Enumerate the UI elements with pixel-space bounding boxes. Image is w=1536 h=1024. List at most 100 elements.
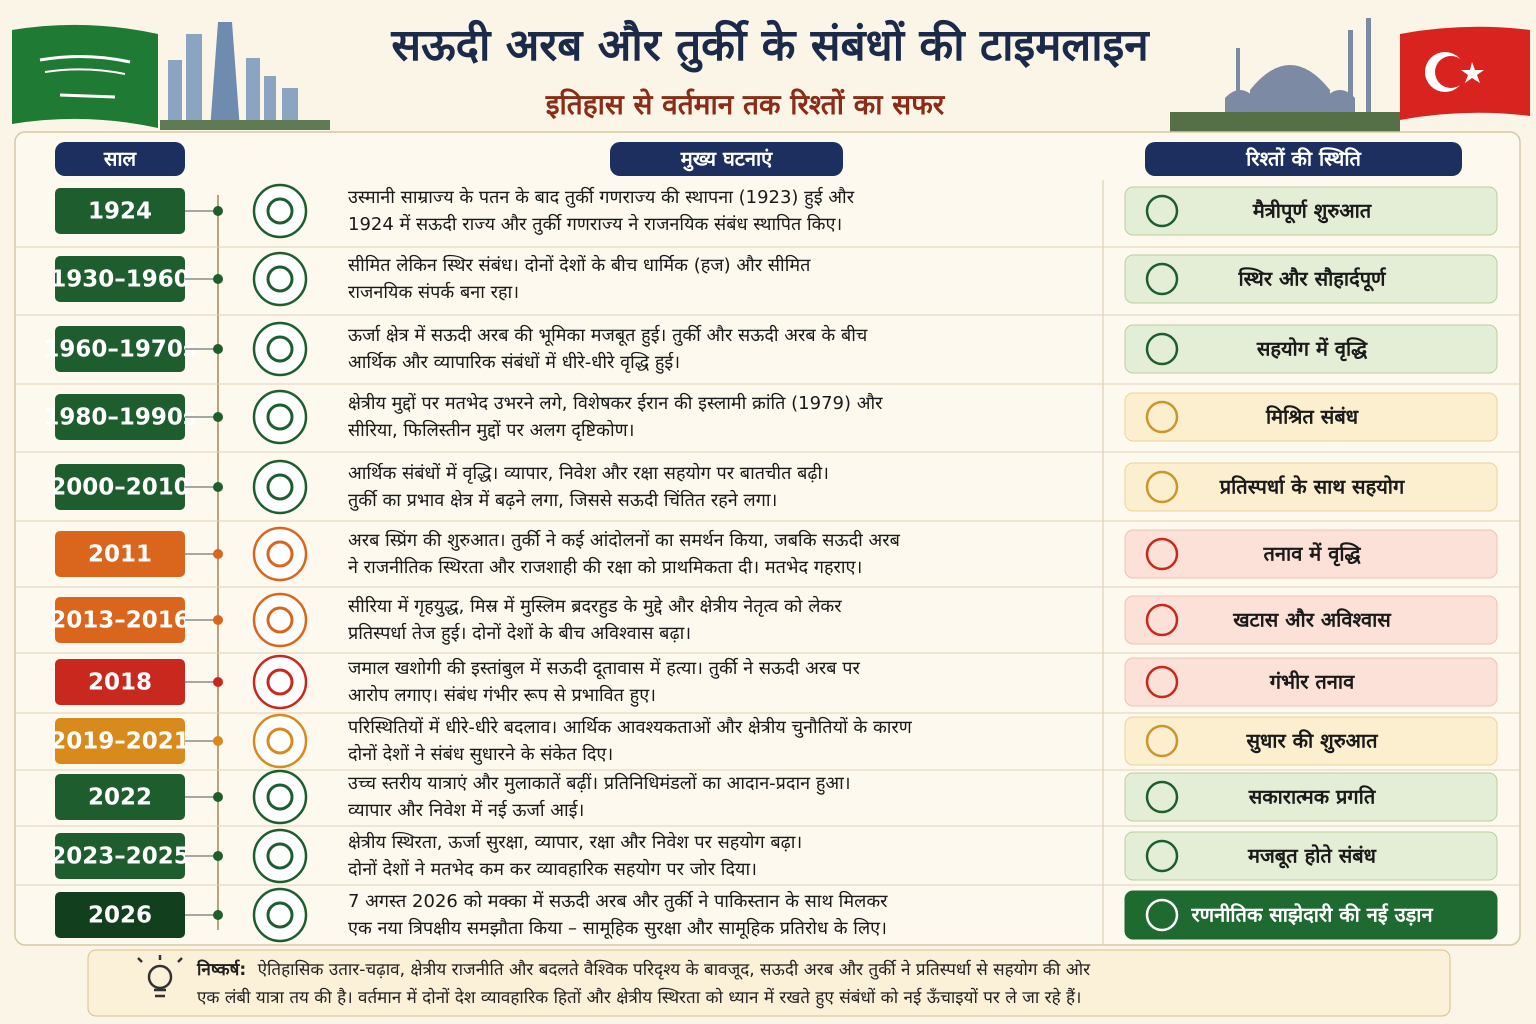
status-icon (1145, 332, 1179, 366)
event-icon (252, 321, 308, 377)
event-icon-glyph (266, 540, 294, 568)
year-badge (55, 774, 185, 820)
event-icon-glyph (266, 727, 294, 755)
event-icon (252, 713, 308, 769)
event-icon (252, 592, 308, 648)
year: 1960–1970s (43, 337, 196, 363)
timeline-row: 1980–1990s क्षेत्रीय मुद्दों पर मतभेद उभर… (15, 383, 1520, 445)
event-icon (252, 769, 308, 825)
status-box (1124, 657, 1498, 707)
timeline-dot (213, 274, 223, 284)
event-text: आर्थिक और व्यापारिक संबंधों में धीरे-धीर… (348, 351, 680, 374)
status-box (1124, 716, 1498, 766)
year: 2023–2025 (50, 844, 190, 870)
event-icon-glyph (266, 783, 294, 811)
event-text: 1924 में सऊदी राज्य और तुर्की गणराज्य ने… (348, 213, 842, 235)
event-icon-glyph (266, 901, 294, 929)
column-header: मुख्य घटनाएं (680, 147, 773, 172)
conclusion-label: निष्कर्ष: (196, 959, 246, 980)
year-badge (55, 718, 185, 764)
status-box (1124, 186, 1498, 236)
column-header: रिश्तों की स्थिति (1245, 147, 1362, 171)
conclusion-line: एक लंबी यात्रा तय की है। वर्तमान में दोन… (197, 987, 1082, 1009)
year-badge (55, 188, 185, 234)
event-icon (252, 251, 308, 307)
event-icon-glyph (266, 668, 294, 696)
status-icon (1145, 898, 1179, 932)
event-icon-glyph (266, 197, 294, 225)
status-icon (1145, 470, 1179, 504)
event-icon-glyph (266, 473, 294, 501)
event-icon-glyph (266, 403, 294, 431)
event-text: सीरिया में गृहयुद्ध, मिस्र में मुस्लिम ब… (348, 595, 842, 618)
timeline-dot (213, 736, 223, 746)
event-text: अरब स्प्रिंग की शुरुआत। तुर्की ने कई आंद… (348, 529, 901, 551)
saudi-flag (12, 24, 158, 128)
event-icon-glyph (266, 842, 294, 870)
timeline-row: 2019–2021 परिस्थितियों में धीरे-धीरे बदला… (15, 712, 1520, 769)
status: सहयोग में वृद्धि (1256, 337, 1368, 362)
conclusion: निष्कर्ष: ऐतिहासिक उतार-चढ़ाव, क्षेत्रीय… (87, 949, 1451, 1017)
event-text: तुर्की का प्रभाव क्षेत्र में बढ़ने लगा, … (348, 489, 777, 511)
timeline-row: 2026 7 अगस्त 2026 को मक्का में सऊदी अरब औ… (15, 884, 1520, 943)
status-box (1124, 831, 1498, 881)
timeline-dot (213, 910, 223, 920)
column-header: साल (103, 147, 138, 171)
year: 2026 (88, 903, 152, 929)
status: तनाव में वृद्धि (1263, 542, 1362, 567)
status: सकारात्मक प्रगति (1248, 785, 1377, 809)
event-icon (252, 654, 308, 710)
timeline-row: 2013–2016 सीरिया में गृहयुद्ध, मिस्र में … (15, 586, 1520, 648)
year-badge (55, 659, 185, 705)
header-pill (55, 142, 185, 176)
status-icon (1145, 665, 1179, 699)
subtitle: इतिहास से वर्तमान तक रिश्तों का सफर (545, 88, 946, 121)
status-icon (1145, 262, 1179, 296)
timeline-row: 2011 अरब स्प्रिंग की शुरुआत। तुर्की ने कई… (15, 520, 1520, 582)
status-box (1124, 772, 1498, 822)
timeline-row: 1960–1970s ऊर्जा क्षेत्र में सऊदी अरब की … (15, 314, 1520, 377)
status: रणनीतिक साझेदारी की नई उड़ान (1190, 903, 1433, 927)
timeline-dot (213, 615, 223, 625)
timeline-row: 2022 उच्च स्तरीय यात्राएं और मुलाकातें बढ… (15, 769, 1520, 825)
rows: 1924 उस्मानी साम्राज्य के पतन के बाद तुर्… (15, 183, 1520, 943)
timeline-row: 2018 जमाल खशोगी की इस्तांबुल में सऊदी दूत… (15, 652, 1520, 710)
event-text: आरोप लगाए। संबंध गंभीर रूप से प्रभावित ह… (348, 684, 656, 707)
istanbul-mosque (1170, 18, 1400, 134)
header-pill (610, 142, 843, 176)
status-icon (1145, 194, 1179, 228)
status: मजबूत होते संबंध (1247, 844, 1377, 869)
status: खटास और अविश्वास (1232, 608, 1392, 632)
event-text: क्षेत्रीय स्थिरता, ऊर्जा सुरक्षा, व्यापा… (348, 831, 802, 853)
event-icon (252, 389, 308, 445)
year-badge (55, 326, 185, 372)
column-headers: साल मुख्य घटनाएं रिश्तों की स्थिति (55, 142, 1462, 176)
year: 2022 (88, 785, 152, 811)
event-text: क्षेत्रीय मुद्दों पर मतभेद उभरने लगे, वि… (348, 392, 883, 414)
status: मिश्रित संबंध (1265, 405, 1359, 429)
timeline-dot (213, 412, 223, 422)
timeline-row: 2000–2010 आर्थिक संबंधों में वृद्धि। व्या… (15, 451, 1520, 515)
timeline-row: 1924 उस्मानी साम्राज्य के पतन के बाद तुर्… (55, 183, 1498, 239)
status: मैत्रीपूर्ण शुरुआत (1252, 199, 1373, 224)
status: प्रतिस्पर्धा के साथ सहयोग (1219, 475, 1405, 499)
year: 1924 (88, 199, 152, 225)
conclusion-box (87, 949, 1451, 1017)
event-text: व्यापार और निवेश में नई ऊर्जा आई। (348, 799, 584, 821)
year-badge (55, 464, 185, 510)
status-icon (1145, 603, 1179, 637)
event-text: 7 अगस्त 2026 को मक्का में सऊदी अरब और तु… (348, 890, 888, 912)
year: 2018 (88, 670, 152, 696)
status-box (1124, 595, 1498, 645)
status-box (1124, 254, 1498, 304)
event-icon-glyph (266, 606, 294, 634)
timeline-dot (213, 549, 223, 559)
event-text: दोनों देशों ने मतभेद कम कर व्यावहारिक सह… (348, 858, 757, 880)
status-box (1124, 462, 1498, 512)
event-text: राजनयिक संपर्क बना रहा। (348, 281, 519, 303)
status-box (1124, 890, 1498, 940)
event-icon (252, 526, 308, 582)
year: 2011 (88, 542, 152, 568)
